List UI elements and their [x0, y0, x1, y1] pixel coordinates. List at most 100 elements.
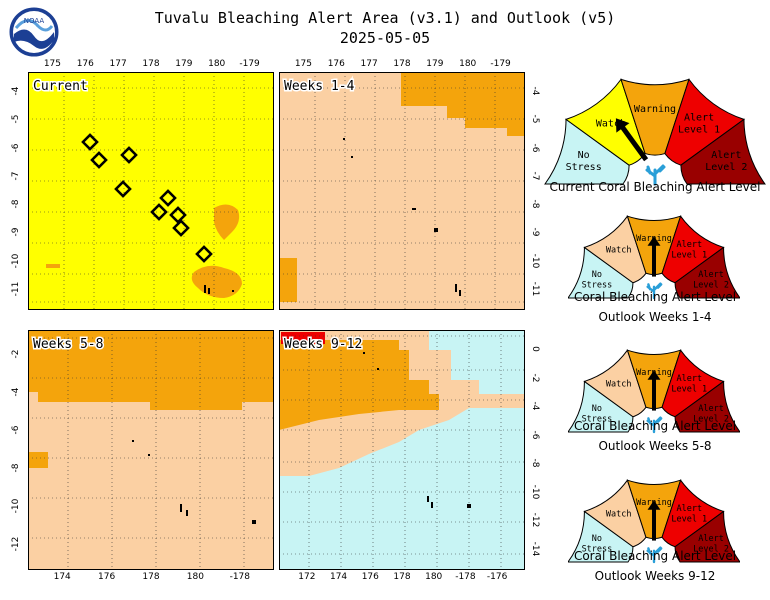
gauge-label-alert1: Alert	[676, 374, 702, 384]
station-markers	[81, 133, 213, 263]
gauge-label-no_stress: No	[592, 534, 602, 544]
map-background	[28, 72, 274, 310]
gauge-label-alert2: Level 2	[705, 162, 747, 173]
warning-patch	[28, 330, 274, 410]
tick-label: -5	[11, 114, 21, 124]
tick-label: -6	[11, 143, 21, 153]
tick-label: -4	[530, 401, 540, 411]
gauge-label-watch: Watch	[606, 379, 632, 389]
tick-label: 172	[298, 572, 316, 582]
gauge-label-alert1: Level 1	[671, 251, 707, 261]
islands	[132, 440, 256, 524]
tick-label: 175	[294, 59, 313, 69]
tick-label: 179	[426, 59, 444, 69]
coral-icon	[646, 546, 663, 564]
map-frame	[279, 72, 525, 310]
tick-label: 0	[530, 346, 540, 353]
warning-patch	[401, 72, 525, 136]
gauge-label-alert2: Alert	[698, 534, 724, 544]
tick-label: -176	[486, 572, 508, 582]
map-frame	[279, 330, 525, 570]
map-grid	[279, 330, 525, 570]
gauge-label-alert1: Level 1	[678, 124, 720, 135]
tick-label: -6	[530, 430, 540, 440]
tick-label: 176	[327, 59, 345, 69]
tick-label: -4	[11, 86, 21, 96]
gauge-label-alert2: Alert	[698, 270, 724, 280]
tick-label: -10	[11, 253, 21, 268]
tick-label: -6	[11, 425, 21, 435]
gauge-label-watch: Watch	[606, 509, 632, 519]
tick-label: 174	[329, 572, 348, 582]
gauge-caption: Current Coral Bleaching Alert Level	[549, 180, 761, 194]
map-label: Weeks 9-12	[284, 337, 362, 352]
map-current: Current	[28, 72, 274, 310]
map-label: Weeks 1-4	[284, 79, 355, 94]
gauge-label-no_stress: No	[592, 270, 602, 280]
gauge-needle	[615, 118, 649, 162]
tick-label: 180	[459, 59, 477, 69]
tick-label: -10	[11, 498, 21, 514]
gauge-label-no_stress: No	[592, 404, 602, 414]
tick-label: -5	[530, 114, 540, 124]
gauge-label-alert2: Level 2	[693, 281, 729, 291]
gauge-label-watch: Watch	[606, 245, 632, 255]
gauge-label-alert1: Alert	[676, 504, 702, 514]
gauge-label-warning: Warning	[634, 104, 676, 115]
map-weeks-1-4: Weeks 1-4	[279, 72, 525, 310]
tick-label: -179	[490, 59, 511, 69]
gauge-needle	[647, 500, 661, 541]
gauge-label-alert2: Level 2	[693, 545, 729, 555]
tick-label: -8	[530, 199, 540, 209]
map-label: Current	[33, 79, 88, 94]
tick-label: -12	[11, 536, 21, 552]
gauge-label-alert2: Level 2	[693, 415, 729, 425]
gauge-needle	[647, 236, 661, 277]
tick-label: 180	[425, 572, 443, 582]
gauge-label-watch: Watch	[596, 118, 626, 129]
page-date: 2025-05-05	[339, 29, 431, 47]
tick-label: -4	[11, 387, 21, 397]
noaa-logo: NOAA	[8, 6, 60, 58]
tick-label: 178	[393, 572, 411, 582]
tick-label: 177	[109, 59, 127, 69]
tick-label: -6	[530, 143, 540, 153]
islands	[343, 138, 461, 296]
tick-label: -8	[11, 463, 21, 473]
tick-label: -7	[530, 171, 540, 181]
gauge-caption: Coral Bleaching Alert Level	[573, 419, 737, 433]
tick-label: -14	[530, 541, 540, 557]
alert-level-1-patch	[281, 332, 325, 344]
map-frame	[28, 330, 274, 570]
gauge-segment-alert2	[674, 246, 740, 299]
tick-label: -11	[530, 281, 540, 297]
tick-label: -8	[530, 458, 540, 468]
coral-icon	[646, 416, 663, 434]
gauge-label-no_stress: No	[578, 150, 590, 161]
coral-icon	[645, 164, 666, 186]
tick-label: 175	[43, 59, 62, 69]
map-frame	[28, 72, 274, 310]
warning-patch	[214, 204, 240, 240]
tick-label: -178	[455, 572, 476, 582]
gauge-label-alert1: Alert	[684, 112, 714, 123]
tick-label: 176	[361, 572, 379, 582]
gauge-label-no_stress: Stress	[566, 162, 602, 173]
gauge-label-no_stress: Stress	[582, 415, 613, 425]
gauge-caption: Coral Bleaching Alert Level	[573, 290, 737, 304]
tick-label: -4	[530, 86, 540, 96]
tick-label: 180	[186, 572, 204, 582]
warning-patch	[46, 264, 60, 268]
islands	[363, 352, 471, 508]
tick-label: -10	[530, 484, 540, 500]
gauge-caption: Outlook Weeks 5-8	[598, 439, 712, 453]
map-weeks-9-12: Weeks 9-12	[279, 330, 525, 570]
gauge-label-no_stress: Stress	[582, 545, 613, 555]
tick-label: 180	[208, 59, 226, 69]
tick-label: -179	[239, 59, 260, 69]
gauge-segment-alert2	[674, 380, 740, 433]
tick-label: -2	[530, 373, 540, 383]
